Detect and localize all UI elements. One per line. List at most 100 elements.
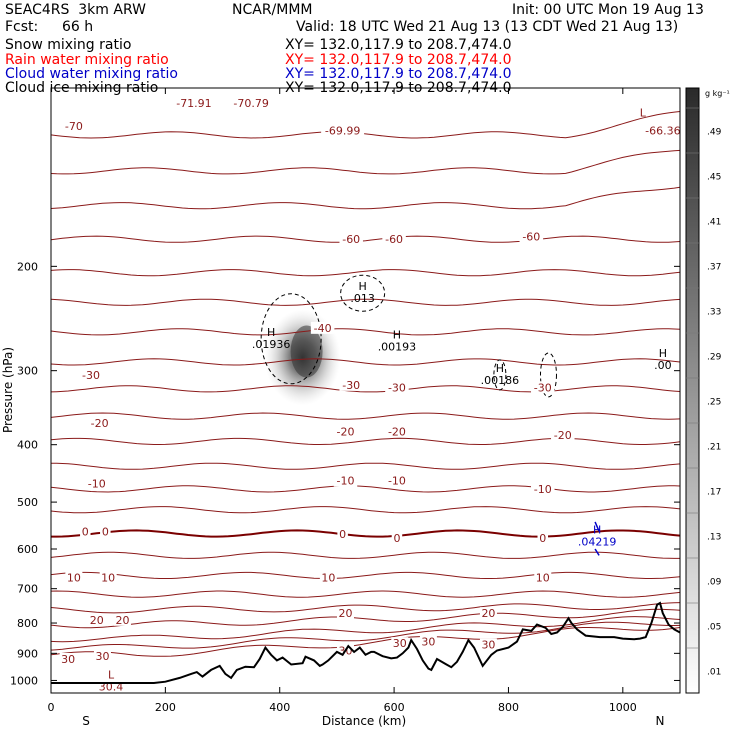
extremum-symbol: H <box>659 347 667 360</box>
ice-contour <box>340 274 386 312</box>
isotherm-label: 20 <box>115 614 129 627</box>
isotherm-label-bg <box>336 607 354 620</box>
isotherm-label: -40 <box>314 322 332 335</box>
isotherm-label-bg <box>385 474 409 487</box>
isotherm-line <box>51 412 680 420</box>
isotherm-line <box>51 551 680 559</box>
extremum-symbol: H <box>267 326 275 339</box>
isotherm-label: 20 <box>338 607 352 620</box>
isotherm-label-bg <box>319 571 337 584</box>
extremum-value: .00193 <box>378 341 417 354</box>
colorbar-tick-label: .21 <box>707 443 721 453</box>
isotherm-label-bg <box>531 381 555 394</box>
colorbar-scale <box>685 87 700 694</box>
isotherm-label: -20 <box>554 429 572 442</box>
isotherm-line <box>51 328 680 336</box>
terrain-profile <box>51 601 680 684</box>
isotherm-label: -20 <box>91 417 109 430</box>
isotherm-label-bg <box>534 571 552 584</box>
isotherm-line <box>51 269 680 277</box>
isotherm-label-bg <box>333 425 358 438</box>
isotherm-label: -10 <box>388 475 406 488</box>
isotherm-label-bg <box>113 613 131 626</box>
isotherm-label: -30 <box>82 369 100 382</box>
isotherm-label: -20 <box>388 425 406 438</box>
x-tick-label: 200 <box>155 701 176 714</box>
isotherm-label: -69.99 <box>325 125 360 138</box>
isotherm-label-bg <box>385 425 409 438</box>
colorbar-unit: g kg⁻¹ <box>705 89 730 98</box>
colorbar-tick-label: .37 <box>707 263 721 273</box>
y-tick-label: 900 <box>17 647 38 660</box>
isotherm-label-bg <box>479 638 497 651</box>
isotherm-label: 10 <box>536 571 550 584</box>
isotherm-label: 30 <box>481 639 495 652</box>
cloud-water-contour <box>594 548 600 556</box>
ice-contour <box>539 352 557 398</box>
isotherm-line <box>51 571 680 579</box>
isotherm-label-bg <box>551 428 575 441</box>
y-tick-label: 700 <box>17 583 38 596</box>
isotherm-line <box>51 506 680 514</box>
isotherm-label: -60 <box>385 233 403 246</box>
isotherm-line <box>51 385 680 393</box>
field-name-rain: Rain water mixing ratio <box>5 52 169 68</box>
isotherm-label-bg <box>87 417 112 430</box>
isotherm-label: 20 <box>90 614 104 627</box>
colorbar-tick-label: .45 <box>707 173 721 183</box>
ice-contour <box>260 293 322 385</box>
isotherm-line <box>51 621 680 651</box>
isotherm-label: 10 <box>67 571 81 584</box>
isotherm-label-bg <box>391 532 403 545</box>
colorbar-tick-label: .09 <box>707 578 722 588</box>
isotherm-label-bg <box>519 230 544 243</box>
colorbar-tick-label: .33 <box>707 308 721 318</box>
x-tick-label: 400 <box>269 701 290 714</box>
isotherm-line <box>51 298 680 306</box>
init-time: Init: 00 UTC Mon 19 Aug 13 <box>512 2 704 18</box>
isotherm-label: -60 <box>522 230 540 243</box>
forecast-hours: 66 h <box>62 19 94 35</box>
extremum-symbol: H <box>393 329 401 342</box>
isotherm-label-bg <box>79 368 103 381</box>
isotherm-line <box>51 590 680 598</box>
isotherm-label: -71.91 <box>176 97 211 110</box>
x-tick-label: 0 <box>48 701 55 714</box>
snow-core <box>290 325 323 378</box>
isotherm-line <box>51 616 680 643</box>
x-tick-label: 800 <box>498 701 519 714</box>
isotherm-label-bg <box>382 233 406 246</box>
isotherm-line <box>51 235 680 243</box>
isotherm-label-bg <box>321 124 365 137</box>
field-xy-rain: XY= 132.0,117.9 to 208.7,474.0 <box>285 52 512 68</box>
model-title: SEAC4RS 3km ARW <box>5 2 146 18</box>
isotherm-label: -30 <box>388 381 406 394</box>
extremum-symbol: H <box>359 280 367 293</box>
isotherm-line <box>51 608 680 629</box>
field-xy-cloud-ice: XY= 132.0,117.9 to 208.7,474.0 <box>285 80 512 96</box>
isotherm-label-bg <box>385 381 409 394</box>
isotherm-label-bg <box>99 571 117 584</box>
isotherm-line <box>51 485 680 493</box>
y-tick-label: 1000 <box>10 674 38 687</box>
isotherm-label: -10 <box>88 477 106 490</box>
field-name-cloud-ice: Cloud ice mixing ratio <box>5 80 159 96</box>
isotherm-label-bg <box>479 607 497 620</box>
isotherm-label: -20 <box>337 425 355 438</box>
isotherm-label: 20 <box>481 607 495 620</box>
north-label: N <box>656 714 665 728</box>
isotherm-line <box>51 462 680 470</box>
field-name-cloud-water: Cloud water mixing ratio <box>5 66 178 82</box>
isotherm-label: 0 <box>82 525 89 538</box>
x-tick-label: 600 <box>384 701 405 714</box>
isotherm-label-bg <box>62 120 86 133</box>
forecast-label: Fcst: <box>5 19 39 35</box>
isotherm-label: 0 <box>393 532 400 545</box>
isotherm-label-bg <box>229 96 273 109</box>
field-xy-cloud-water: XY= 132.0,117.9 to 208.7,474.0 <box>285 66 512 82</box>
isotherm-line <box>51 602 680 614</box>
isotherm-label: 30 <box>95 650 109 663</box>
colorbar: .49 .45 .41 .37 .33 .29 .25 .21 .17 .13 .09 .05 .01 g… <box>685 87 730 694</box>
